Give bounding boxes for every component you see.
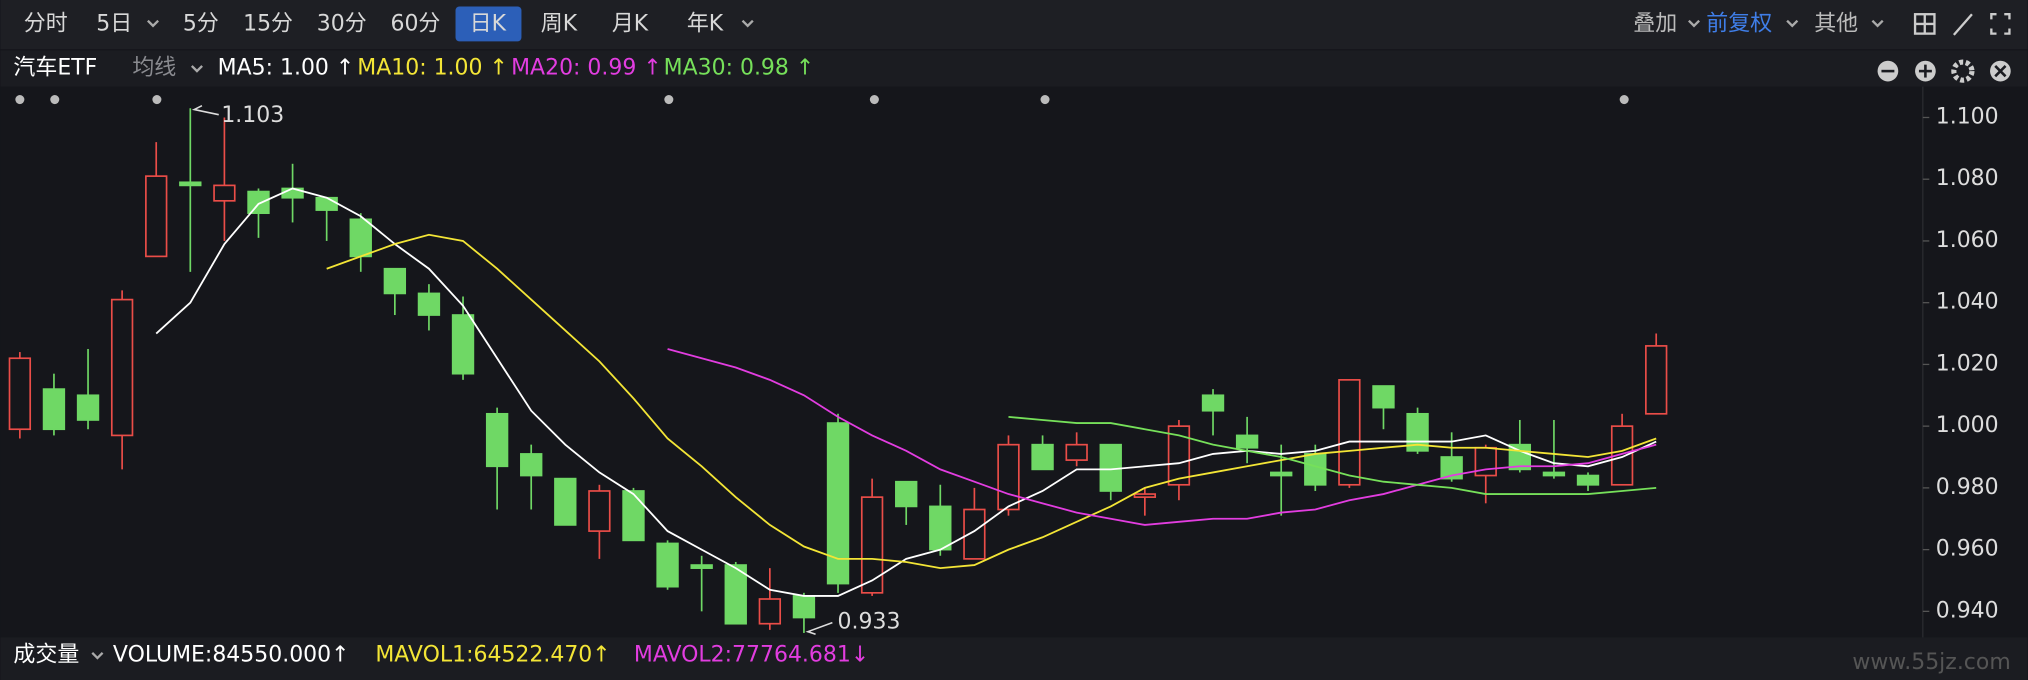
candle-body <box>1235 434 1259 449</box>
indicator-menu[interactable]: 均线 <box>132 56 176 81</box>
candle-body <box>1270 471 1293 477</box>
panel-icons[interactable] <box>1877 59 2011 83</box>
candle-body <box>997 443 1020 511</box>
candle-body <box>315 196 338 211</box>
candle-body <box>963 508 986 560</box>
toolbar-tab[interactable]: 30分 <box>317 12 367 37</box>
candle-body <box>349 218 372 258</box>
candle-body <box>1065 443 1088 461</box>
candle-body <box>520 453 543 477</box>
toolbar-tab[interactable]: 15分 <box>243 12 293 37</box>
y-tick-label: 0.940 <box>1936 598 1999 623</box>
candle-body <box>485 412 509 468</box>
toolbar-tab[interactable]: 日K <box>470 12 507 37</box>
candle-body <box>758 598 782 625</box>
candle-body <box>1031 443 1054 471</box>
y-tick-label: 1.080 <box>1936 166 1999 191</box>
event-dots <box>15 95 1629 105</box>
legend-entry: MA20: 0.99 ↑ <box>511 56 662 81</box>
toolbar <box>0 0 2028 50</box>
legend-entry: MA10: 1.00 ↑ <box>357 56 508 81</box>
candle-body <box>1372 385 1395 409</box>
y-tick-label: 1.000 <box>1936 413 1999 438</box>
candle-body <box>451 314 475 375</box>
ma-line <box>667 348 1657 526</box>
candle-body <box>724 564 747 625</box>
volume-label: MAVOL1:64522.470↑ <box>375 642 610 667</box>
candle-body <box>622 490 645 542</box>
y-tick-label: 1.040 <box>1936 290 1999 315</box>
candle-body <box>860 496 884 594</box>
candle-body <box>383 267 407 295</box>
candle-body <box>1338 379 1361 486</box>
candle-body <box>247 190 270 215</box>
candle-body <box>417 292 441 316</box>
candle-body <box>1576 474 1600 486</box>
ma-line <box>326 233 1657 570</box>
low-label: 0.933 <box>838 610 901 635</box>
toolbar-tab[interactable]: 5分 <box>183 12 219 37</box>
volume-title[interactable]: 成交量 <box>13 642 79 667</box>
candle-body <box>826 422 850 585</box>
toolbar-tab[interactable]: 月K <box>612 12 649 37</box>
y-tick-label: 1.020 <box>1936 351 1999 376</box>
candle-body <box>1304 453 1327 486</box>
candle-body <box>1167 425 1191 486</box>
toolbar-tab[interactable]: 周K <box>541 12 578 37</box>
ma-line <box>155 187 1657 597</box>
toolbar-tab[interactable]: 分时 <box>24 12 68 37</box>
indicator-bar <box>0 50 2028 87</box>
toolbar-tab[interactable]: 年K <box>687 12 724 37</box>
legend-entry: MA30: 0.98 ↑ <box>664 56 815 81</box>
legend-entry: MA5: 1.00 ↑ <box>218 56 355 81</box>
toolbar-menu[interactable]: 前复权 <box>1706 12 1772 37</box>
y-tick-label: 1.060 <box>1936 228 1999 253</box>
candle-body <box>8 357 32 431</box>
toolbar-menu[interactable]: 叠加 <box>1633 12 1677 37</box>
candle-body <box>145 175 168 258</box>
watermark: www.55jz.com <box>1852 650 2010 675</box>
y-tick-label: 1.100 <box>1936 104 1999 129</box>
toolbar-menu[interactable]: 其他 <box>1814 12 1858 37</box>
candle-body <box>929 505 952 551</box>
volume-label: MAVOL2:77764.681↓ <box>634 642 869 667</box>
candle-body <box>656 542 679 588</box>
candle-body <box>1542 471 1566 477</box>
volume-bar <box>0 637 2028 680</box>
candle-body <box>895 480 918 508</box>
ma-line <box>1008 415 1657 495</box>
annotation-arrow <box>191 104 219 116</box>
y-tick-label: 0.980 <box>1936 475 1999 500</box>
y-tick-label: 0.960 <box>1936 537 1999 562</box>
candle-body <box>1133 493 1157 498</box>
candle-body <box>76 394 100 421</box>
toolbar-tab[interactable]: 60分 <box>390 12 440 37</box>
active-tab[interactable] <box>455 6 522 42</box>
annotation-arrow <box>805 621 833 635</box>
chevrons <box>91 19 1884 660</box>
candle-body <box>1440 456 1463 480</box>
candle-body <box>179 181 202 187</box>
candle-body <box>554 477 577 526</box>
chart-title: 汽车ETF <box>13 56 97 81</box>
high-label: 1.103 <box>221 103 284 128</box>
toolbar-tab[interactable]: 5日 <box>96 12 132 37</box>
candle-body <box>1645 345 1668 415</box>
candle-body <box>1201 394 1225 412</box>
candle-body <box>110 298 134 437</box>
candle-body <box>213 184 236 202</box>
candle-body <box>42 388 66 431</box>
volume-label: VOLUME:84550.000↑ <box>113 642 350 667</box>
candle-body <box>690 564 713 569</box>
toolbar-icons[interactable] <box>1913 13 2011 36</box>
candle-body <box>792 595 816 619</box>
candle-body <box>588 490 611 532</box>
candle-body <box>1610 425 1634 486</box>
